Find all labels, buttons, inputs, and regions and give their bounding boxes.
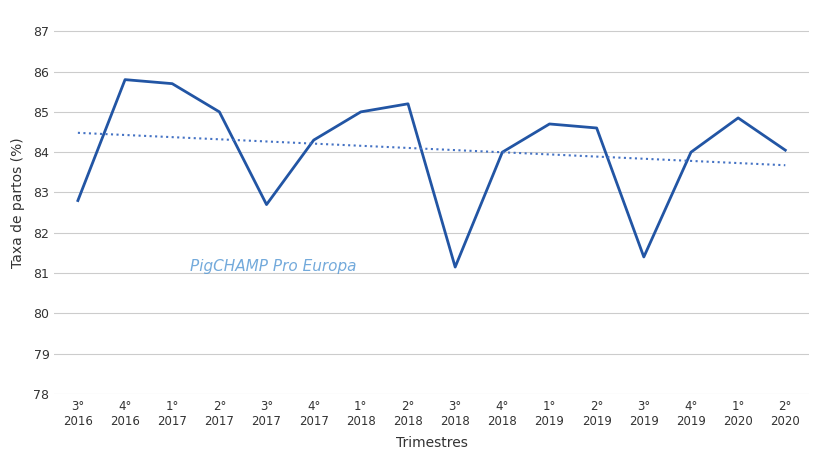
X-axis label: Trimestres: Trimestres — [396, 436, 467, 450]
Y-axis label: Taxa de partos (%): Taxa de partos (%) — [11, 137, 25, 268]
Text: PigCHAMP Pro Europa: PigCHAMP Pro Europa — [190, 260, 356, 274]
